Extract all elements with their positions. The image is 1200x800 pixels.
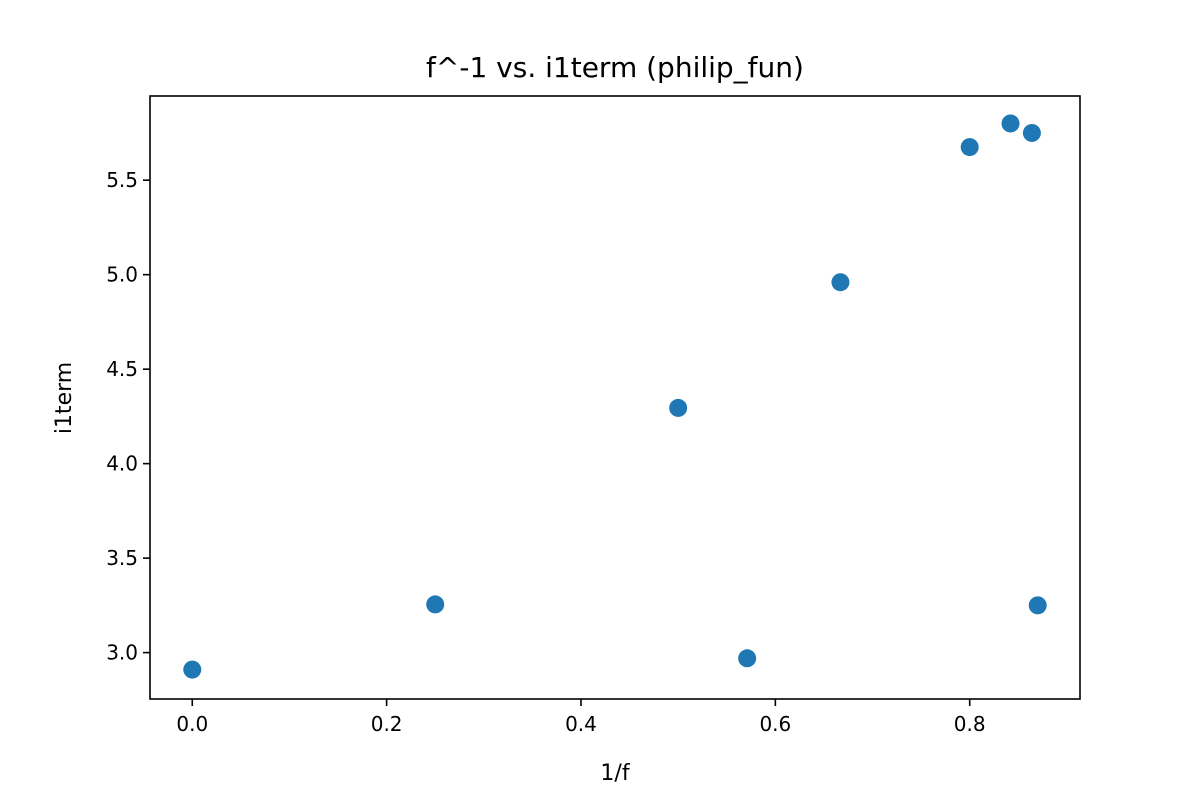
y-tick-label: 4.5 [106, 357, 138, 381]
y-tick-label: 3.5 [106, 546, 138, 570]
data-point [669, 398, 688, 417]
y-tick-label: 5.5 [106, 168, 138, 192]
data-point [1001, 114, 1020, 133]
y-tick-label: 3.0 [106, 641, 138, 665]
y-axis-label: i1term [52, 362, 77, 434]
x-axis-label: 1/f [600, 761, 630, 786]
x-tick-label: 0.4 [565, 712, 597, 736]
x-tick-label: 0.0 [176, 712, 208, 736]
data-point [1022, 123, 1041, 142]
y-axis: 3.0 3.5 4.0 4.5 5.0 5.5 [106, 168, 150, 665]
plot-area [183, 114, 1047, 679]
y-tick-label: 4.0 [106, 452, 138, 476]
data-point [183, 660, 202, 679]
plot-frame [149, 95, 1081, 700]
x-tick-label: 0.6 [759, 712, 791, 736]
y-tick-label: 5.0 [106, 263, 138, 287]
x-tick-label: 0.2 [371, 712, 403, 736]
chart-title: f^-1 vs. i1term (philip_fun) [426, 51, 804, 84]
data-point [831, 273, 850, 292]
data-point [426, 595, 445, 614]
x-axis: 0.0 0.2 0.4 0.6 0.8 [176, 699, 986, 736]
data-point [1028, 596, 1047, 615]
data-point [960, 138, 979, 157]
data-point [738, 649, 757, 668]
x-tick-label: 0.8 [954, 712, 986, 736]
